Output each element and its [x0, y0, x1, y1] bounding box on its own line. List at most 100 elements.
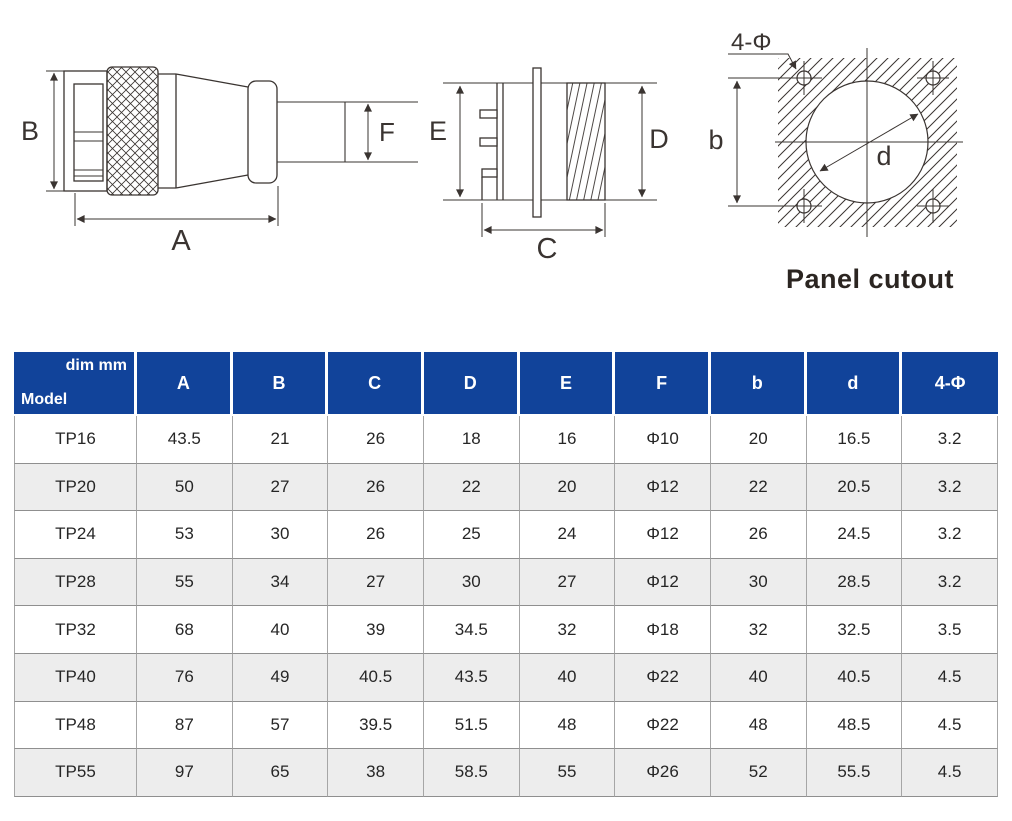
- corner-dim-label: dim mm: [65, 357, 127, 374]
- panel-cutout-view: 4-Φ b d: [708, 29, 963, 237]
- technical-drawings: B F A E D C: [21, 29, 963, 265]
- value-cell: 30: [232, 511, 329, 559]
- model-cell: TP16: [14, 416, 137, 464]
- plug-side-view: B F A: [21, 66, 418, 257]
- value-cell: 55: [519, 749, 616, 797]
- value-cell: Φ18: [615, 606, 711, 654]
- value-cell: 28.5: [806, 558, 903, 607]
- table-header: dim mm Model A B C D E F b d 4-Φ: [14, 352, 998, 416]
- table-row: TP32 68 40 39 34.5 32 Φ18 32 32.5 3.5: [14, 606, 998, 654]
- value-cell: 16.5: [806, 416, 903, 464]
- value-cell: 51.5: [423, 701, 520, 750]
- dim-label-A: A: [171, 225, 191, 257]
- value-cell: 25: [423, 511, 520, 559]
- value-cell: 26: [328, 463, 424, 512]
- value-cell: 4.5: [902, 749, 998, 797]
- value-cell: 57: [232, 701, 329, 750]
- col-header-d: d: [806, 352, 903, 416]
- col-header-F: F: [615, 352, 711, 416]
- dim-label-C: C: [537, 233, 558, 265]
- value-cell: 26: [328, 511, 424, 559]
- table-body: TP16 43.5 21 26 18 16 Φ10 20 16.5 3.2 TP20 50 27 26 22…: [14, 416, 998, 797]
- value-cell: 48: [519, 701, 616, 750]
- value-cell: 53: [137, 511, 233, 559]
- value-cell: 55: [137, 558, 233, 607]
- value-cell: 26: [328, 416, 424, 464]
- value-cell: 48.5: [806, 701, 903, 750]
- value-cell: 34.5: [423, 606, 520, 654]
- value-cell: 65: [232, 749, 329, 797]
- value-cell: 43.5: [423, 653, 520, 702]
- model-cell: TP24: [14, 511, 137, 559]
- value-cell: 58.5: [423, 749, 520, 797]
- model-cell: TP20: [14, 463, 137, 512]
- value-cell: 27: [232, 463, 329, 512]
- value-cell: Φ22: [615, 653, 711, 702]
- value-cell: Φ12: [615, 463, 711, 512]
- value-cell: 50: [137, 463, 233, 512]
- value-cell: 3.2: [902, 416, 998, 464]
- dim-label-E: E: [429, 116, 447, 146]
- value-cell: 18: [423, 416, 520, 464]
- model-cell: TP40: [14, 653, 137, 702]
- value-cell: 3.2: [902, 463, 998, 512]
- value-cell: Φ26: [615, 749, 711, 797]
- col-header-B: B: [232, 352, 329, 416]
- corner-header-cell: dim mm Model: [14, 352, 137, 416]
- value-cell: 22: [423, 463, 520, 512]
- dim-label-d: d: [876, 141, 891, 171]
- value-cell: 97: [137, 749, 233, 797]
- dim-label-b: b: [708, 125, 723, 155]
- receptacle-side-view: E D C: [429, 67, 669, 265]
- model-cell: TP48: [14, 701, 137, 750]
- corner-model-label: Model: [21, 391, 68, 408]
- dim-label-F: F: [379, 117, 395, 147]
- table-row: TP16 43.5 21 26 18 16 Φ10 20 16.5 3.2: [14, 416, 998, 464]
- dim-label-D: D: [649, 124, 669, 154]
- value-cell: 40: [232, 606, 329, 654]
- value-cell: 4.5: [902, 701, 998, 750]
- value-cell: 24: [519, 511, 616, 559]
- value-cell: 52: [710, 749, 807, 797]
- value-cell: Φ10: [615, 416, 711, 464]
- value-cell: 30: [710, 558, 807, 607]
- value-cell: 30: [423, 558, 520, 607]
- col-header-D: D: [423, 352, 520, 416]
- value-cell: 76: [137, 653, 233, 702]
- dim-label-B: B: [21, 116, 39, 146]
- value-cell: 27: [519, 558, 616, 607]
- value-cell: 32.5: [806, 606, 903, 654]
- dimension-table-wrap: dim mm Model A B C D E F b d 4-Φ TP16 43.…: [14, 352, 998, 797]
- value-cell: 24.5: [806, 511, 903, 559]
- value-cell: 3.2: [902, 558, 998, 607]
- value-cell: 22: [710, 463, 807, 512]
- value-cell: Φ12: [615, 511, 711, 559]
- dimension-table: dim mm Model A B C D E F b d 4-Φ TP16 43.…: [14, 352, 998, 797]
- value-cell: 27: [328, 558, 424, 607]
- value-cell: 3.2: [902, 511, 998, 559]
- value-cell: 20: [519, 463, 616, 512]
- value-cell: 4.5: [902, 653, 998, 702]
- model-cell: TP28: [14, 558, 137, 607]
- value-cell: 43.5: [137, 416, 233, 464]
- dim-label-4-phi: 4-Φ: [731, 29, 772, 56]
- value-cell: 55.5: [806, 749, 903, 797]
- value-cell: 68: [137, 606, 233, 654]
- col-header-E: E: [519, 352, 616, 416]
- value-cell: 40: [519, 653, 616, 702]
- value-cell: 32: [519, 606, 616, 654]
- value-cell: Φ22: [615, 701, 711, 750]
- model-cell: TP32: [14, 606, 137, 654]
- value-cell: 40.5: [806, 653, 903, 702]
- value-cell: 40.5: [328, 653, 424, 702]
- table-row: TP55 97 65 38 58.5 55 Φ26 52 55.5 4.5: [14, 749, 998, 797]
- value-cell: 40: [710, 653, 807, 702]
- value-cell: 16: [519, 416, 616, 464]
- table-row: TP28 55 34 27 30 27 Φ12 30 28.5 3.2: [14, 558, 998, 607]
- value-cell: 20.5: [806, 463, 903, 512]
- col-header-C: C: [328, 352, 424, 416]
- value-cell: 32: [710, 606, 807, 654]
- value-cell: 87: [137, 701, 233, 750]
- table-row: TP48 87 57 39.5 51.5 48 Φ22 48 48.5 4.5: [14, 701, 998, 750]
